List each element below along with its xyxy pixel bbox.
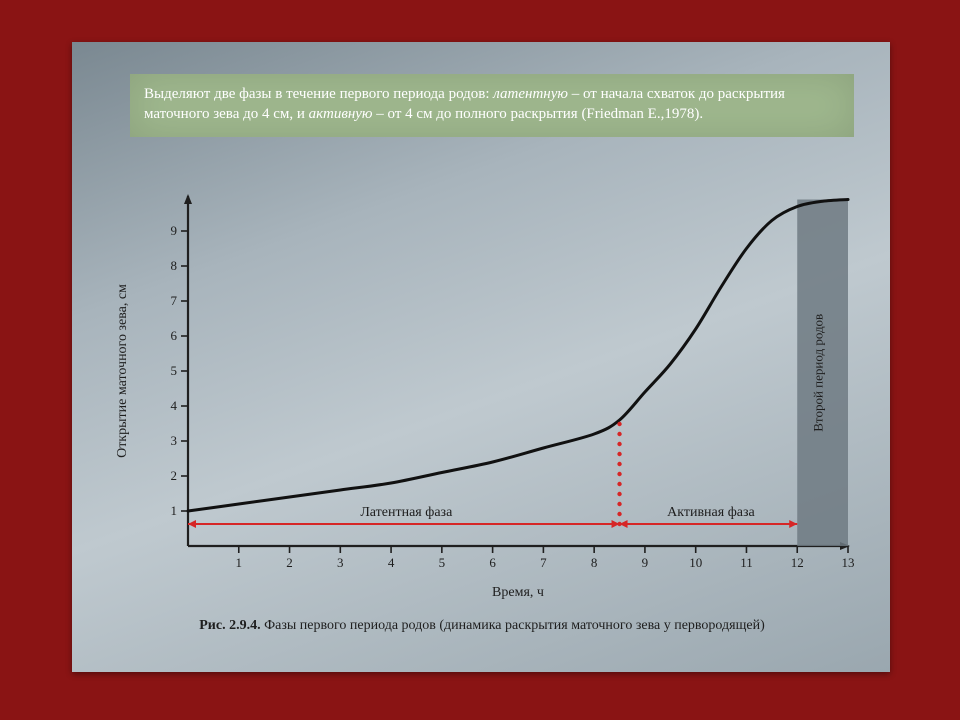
svg-text:Активная фаза: Активная фаза <box>667 505 755 520</box>
svg-text:5: 5 <box>439 555 446 570</box>
page-photo: Выделяют две фазы в течение первого пери… <box>72 42 890 672</box>
svg-text:Латентная фаза: Латентная фаза <box>360 505 453 520</box>
svg-text:3: 3 <box>171 433 178 448</box>
svg-text:Время, ч: Время, ч <box>492 585 544 600</box>
svg-text:6: 6 <box>171 328 178 343</box>
svg-text:11: 11 <box>740 555 753 570</box>
svg-text:12: 12 <box>791 555 804 570</box>
svg-text:1: 1 <box>236 555 243 570</box>
svg-text:2: 2 <box>171 468 178 483</box>
svg-text:Второй период родов: Второй период родов <box>811 314 826 432</box>
svg-text:9: 9 <box>642 555 649 570</box>
svg-text:4: 4 <box>171 398 178 413</box>
intro-green-box: Выделяют две фазы в течение первого пери… <box>130 74 854 137</box>
svg-text:7: 7 <box>171 293 178 308</box>
figure-number: Рис. 2.9.4. <box>199 618 260 633</box>
svg-text:13: 13 <box>842 555 855 570</box>
svg-text:Открытие маточного зева, см: Открытие маточного зева, см <box>115 284 130 458</box>
labor-phases-chart: Второй период родов123456789123456789101… <box>108 186 858 606</box>
svg-text:4: 4 <box>388 555 395 570</box>
svg-text:8: 8 <box>171 258 178 273</box>
svg-text:9: 9 <box>171 223 178 238</box>
intro-text: Выделяют две фазы в течение первого пери… <box>144 86 785 122</box>
svg-text:2: 2 <box>286 555 293 570</box>
svg-text:10: 10 <box>689 555 702 570</box>
svg-text:3: 3 <box>337 555 344 570</box>
svg-text:8: 8 <box>591 555 598 570</box>
svg-text:1: 1 <box>171 503 178 518</box>
svg-text:7: 7 <box>540 555 547 570</box>
figure-caption: Рис. 2.9.4. Фазы первого периода родов (… <box>132 618 832 634</box>
svg-text:5: 5 <box>171 363 178 378</box>
figure-caption-text: Фазы первого периода родов (динамика рас… <box>264 618 765 633</box>
chart-svg: Второй период родов123456789123456789101… <box>108 186 858 606</box>
svg-text:6: 6 <box>489 555 496 570</box>
